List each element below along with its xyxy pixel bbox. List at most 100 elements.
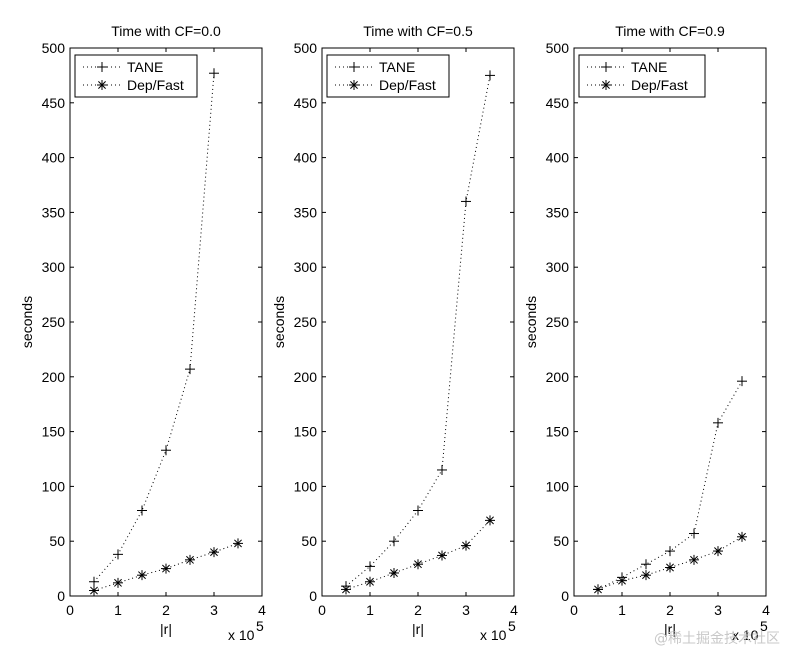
data-point-depfast: [689, 554, 699, 565]
chart-panel-2: 0 50 100 150 200 250 300 350 400 450 500 0 1 2 3 4 Time …: [271, 23, 518, 643]
marker-stroke: [642, 571, 650, 580]
data-point-depfast: [233, 538, 243, 549]
legend-marker: [601, 80, 611, 90]
chart-title: Time with CF=0.9: [615, 23, 725, 39]
y-tick-label: 450: [546, 95, 570, 111]
legend-label: Dep/Fast: [127, 77, 184, 93]
data-point-depfast: [137, 570, 147, 581]
data-point-depfast: [209, 547, 219, 558]
y-tick-label: 100: [42, 478, 66, 494]
series-line-tane: [93, 73, 215, 583]
y-tick-label: 50: [49, 533, 65, 549]
marker-stroke: [738, 532, 746, 541]
chart-title: Time with CF=0.0: [111, 23, 221, 39]
marker-stroke: [210, 548, 218, 557]
y-tick-label: 400: [42, 150, 66, 166]
x-tick-label: 0: [318, 602, 326, 618]
watermark-text: @稀土掘金技术社区: [654, 631, 780, 647]
legend-marker: [601, 62, 611, 72]
data-point-tane: [437, 464, 447, 475]
data-point-depfast: [413, 559, 423, 570]
marker-stroke: [486, 516, 494, 525]
data-point-tane: [413, 505, 423, 516]
y-tick-label: 450: [42, 95, 66, 111]
x-tick-label: 1: [114, 602, 122, 618]
legend-label: TANE: [631, 59, 667, 75]
y-axis-label: seconds: [271, 296, 287, 348]
x-axis-multiplier: x 10: [228, 627, 255, 643]
legend-box: [74, 54, 198, 98]
y-tick-label: 500: [546, 40, 570, 56]
data-point-depfast: [113, 577, 123, 588]
data-point-tane: [209, 68, 219, 79]
data-point-tane: [113, 549, 123, 560]
x-axis-label: |r|: [664, 621, 676, 637]
x-axis-multiplier-exponent: 5: [256, 618, 264, 634]
marker-stroke: [390, 569, 398, 577]
legend-label: TANE: [127, 59, 163, 75]
data-point-tane: [737, 376, 747, 387]
data-point-depfast: [665, 562, 675, 573]
data-point-tane: [713, 417, 723, 428]
x-tick-label: 4: [762, 602, 770, 618]
y-tick-label: 150: [294, 424, 318, 440]
y-tick-label: 500: [42, 40, 66, 56]
y-tick-label: 150: [42, 424, 66, 440]
x-tick-label: 1: [366, 602, 374, 618]
data-point-tane: [137, 505, 147, 516]
x-axis-multiplier: x 10: [480, 627, 507, 643]
x-tick-label: 4: [510, 602, 518, 618]
y-tick-label: 500: [294, 40, 318, 56]
data-point-tane: [641, 559, 651, 570]
legend-label: Dep/Fast: [631, 77, 688, 93]
x-axis-multiplier: x 10: [732, 627, 759, 643]
x-tick-label: 2: [666, 602, 674, 618]
y-tick-label: 300: [42, 259, 66, 275]
marker-stroke: [90, 586, 98, 595]
data-point-tane: [185, 364, 195, 375]
x-tick-label: 4: [258, 602, 266, 618]
chart-title: Time with CF=0.5: [363, 23, 473, 39]
legend-marker: [349, 62, 359, 72]
chart-panel-3: 0 50 100 150 200 250 300 350 400 450 500 0 1 2 3 4 Time …: [523, 23, 770, 643]
marker-stroke: [462, 541, 470, 550]
data-point-depfast: [365, 576, 375, 587]
marker-stroke: [186, 555, 194, 564]
marker-stroke: [438, 551, 446, 560]
y-tick-label: 0: [57, 588, 65, 604]
x-axis-multiplier-exponent: 5: [508, 618, 516, 634]
y-tick-label: 400: [546, 150, 570, 166]
y-tick-label: 350: [42, 204, 66, 220]
y-tick-label: 200: [294, 369, 318, 385]
y-axis-label: seconds: [19, 296, 35, 348]
data-point-depfast: [485, 515, 495, 526]
y-tick-label: 200: [42, 369, 66, 385]
y-tick-label: 250: [42, 314, 66, 330]
marker-stroke: [414, 560, 422, 569]
x-axis-label: |r|: [412, 621, 424, 637]
y-axis-label: seconds: [523, 296, 539, 348]
marker-stroke: [666, 563, 674, 572]
x-tick-label: 3: [714, 602, 722, 618]
legend-marker: [97, 80, 107, 90]
data-point-tane: [89, 576, 99, 587]
legend-marker: [349, 80, 359, 90]
y-tick-label: 100: [546, 478, 570, 494]
x-tick-label: 1: [618, 602, 626, 618]
marker-stroke: [690, 555, 698, 564]
data-point-depfast: [737, 531, 747, 542]
series-line-tane: [597, 380, 743, 590]
legend-label: TANE: [379, 59, 415, 75]
legend-box: [326, 54, 450, 98]
x-axis-label: |r|: [160, 621, 172, 637]
y-tick-label: 150: [546, 424, 570, 440]
x-axis-multiplier-exponent: 5: [760, 618, 768, 634]
x-tick-label: 0: [66, 602, 74, 618]
marker-stroke: [602, 81, 610, 89]
y-tick-label: 0: [309, 588, 317, 604]
y-tick-label: 100: [294, 478, 318, 494]
data-point-tane: [689, 528, 699, 539]
y-tick-label: 50: [301, 533, 317, 549]
marker-stroke: [594, 585, 602, 594]
data-point-depfast: [185, 554, 195, 565]
